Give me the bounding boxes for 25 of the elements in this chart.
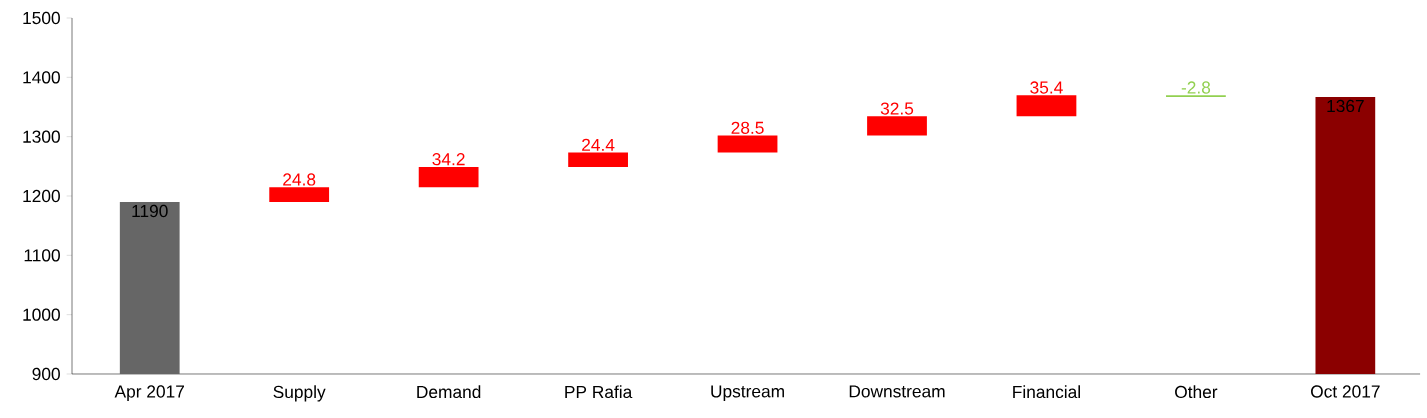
data-label: -2.8	[1181, 81, 1211, 94]
x-tick-label: Upstream	[711, 385, 784, 401]
data-label: 34.2	[432, 153, 465, 166]
x-tick-label: Downstream	[849, 385, 945, 398]
data-label: 24.8	[283, 173, 316, 186]
x-tick-label: Other	[1175, 385, 1218, 399]
x-tick-label: PP Rafia	[565, 385, 633, 399]
x-tick-label: Apr 2017	[114, 385, 184, 402]
x-tick-label: Financial	[1013, 385, 1080, 399]
y-tick-label: 1200	[23, 189, 60, 203]
y-tick-label: 1500	[23, 11, 60, 25]
y-tick-label: 1100	[24, 249, 60, 262]
y-tick-label: 900	[32, 367, 60, 381]
x-tick-label: Demand	[417, 385, 481, 399]
data-label: 28.5	[731, 121, 764, 134]
data-label: 1190	[132, 204, 168, 218]
x-tick-label: Supply	[273, 385, 326, 402]
data-label: 32.5	[880, 102, 914, 115]
y-tick-label: 1400	[23, 71, 60, 84]
data-label: 1367	[1327, 99, 1364, 113]
y-tick-label: 1000	[23, 308, 60, 321]
data-label: 35.4	[1030, 81, 1063, 94]
y-tick-label: 1300	[23, 130, 60, 143]
data-label: 24.4	[582, 138, 615, 151]
x-tick-label: Oct 2017	[1311, 385, 1380, 398]
